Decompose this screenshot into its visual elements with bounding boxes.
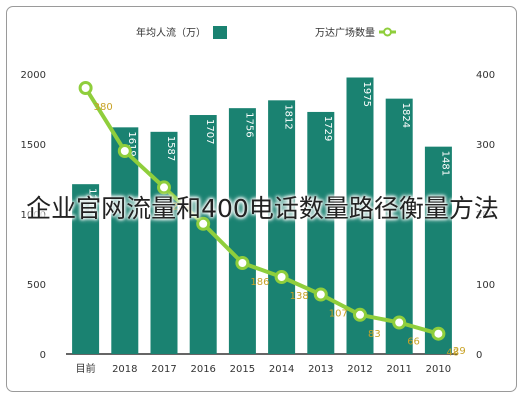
line-point xyxy=(392,315,407,330)
x-tick-label: 目前 xyxy=(76,362,96,375)
bar-value-label: 1975 xyxy=(361,82,372,107)
bar-value-label: 1481 xyxy=(439,151,450,176)
bar-value-label: 1587 xyxy=(165,136,176,161)
x-tick-label: 2016 xyxy=(190,364,215,375)
line-value-label: 186 xyxy=(250,277,269,288)
legend-marker-line xyxy=(383,27,392,37)
line-end-label: 29 xyxy=(453,346,466,357)
left-tick-label: 500 xyxy=(27,280,46,291)
legend-swatch-bars xyxy=(213,26,227,39)
bar-value-label: 1729 xyxy=(322,116,333,141)
bar-value-label: 1824 xyxy=(400,103,411,128)
bar-value-label: 1213 xyxy=(87,188,98,213)
bar xyxy=(424,146,452,354)
line-value-label: 380 xyxy=(94,102,113,113)
line-value-label: 48 xyxy=(446,348,459,359)
bar-value-label: 1707 xyxy=(204,119,215,144)
bar-value-label: 1812 xyxy=(283,104,294,129)
bar xyxy=(385,98,413,354)
x-tick-label: 2014 xyxy=(269,364,294,375)
line-point xyxy=(313,287,328,302)
bar xyxy=(228,108,256,354)
line-value-label: 107 xyxy=(329,309,348,320)
x-tick-label: 2010 xyxy=(426,364,451,375)
line-point xyxy=(274,270,289,284)
x-tick-label: 2012 xyxy=(347,364,372,375)
x-tick-label: 2015 xyxy=(230,364,255,375)
right-tick-label: 400 xyxy=(476,70,495,81)
bar-value-label: 1619 xyxy=(126,131,137,156)
line-series xyxy=(83,86,439,336)
bar xyxy=(111,127,139,354)
right-tick-label: 0 xyxy=(476,350,482,361)
bar xyxy=(268,100,296,354)
right-tick-label: 100 xyxy=(476,280,495,291)
line-point xyxy=(157,180,171,195)
left-tick-label: 1500 xyxy=(21,140,46,151)
legend-label-bars: 年均人流（万） xyxy=(136,26,206,39)
x-tick-label: 2018 xyxy=(112,364,137,375)
legend-label-line: 万达广场数量 xyxy=(315,26,375,39)
x-tick-label: 2011 xyxy=(386,364,411,375)
line-point xyxy=(78,81,93,95)
line-point xyxy=(196,216,211,231)
line-point xyxy=(431,326,446,341)
x-tick-label: 2017 xyxy=(151,364,176,375)
bar-value-label: 1756 xyxy=(243,112,254,137)
line-value-label: 83 xyxy=(368,329,381,340)
line-point xyxy=(117,144,132,158)
left-tick-label: 2000 xyxy=(21,70,46,81)
line-value-label: 138 xyxy=(290,291,309,302)
line-point xyxy=(235,256,250,270)
line-value-label: 66 xyxy=(407,337,420,348)
bar xyxy=(72,184,100,354)
right-tick-label: 200 xyxy=(476,210,495,221)
line-value-label: 284 xyxy=(172,201,191,212)
overlay-title: 企业官网流量和400电话数量路径衡量方法 xyxy=(26,194,499,223)
left-tick-label: 1000 xyxy=(21,210,46,221)
x-tick-label: 2013 xyxy=(308,364,333,375)
bar xyxy=(307,111,335,354)
left-tick-label: 0 xyxy=(40,350,46,361)
right-tick-label: 300 xyxy=(476,140,495,151)
bar xyxy=(150,131,178,354)
line-point xyxy=(353,307,367,322)
